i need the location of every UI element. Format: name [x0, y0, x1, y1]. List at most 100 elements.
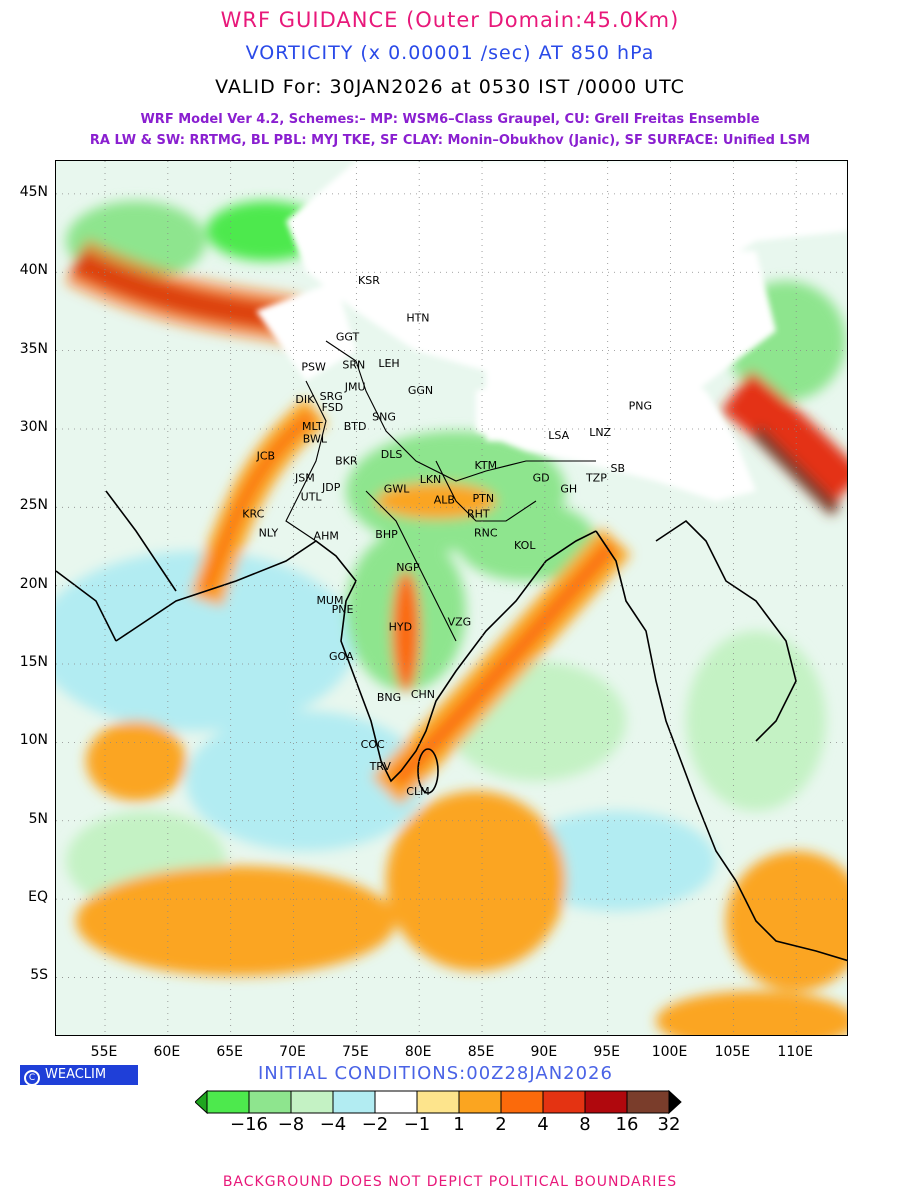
city-label: JDP	[321, 481, 341, 494]
colorbar-segment	[206, 1090, 250, 1114]
city-label: NLY	[259, 526, 279, 539]
colorbar-max-arrow	[668, 1090, 682, 1115]
colorbar-segment	[626, 1090, 670, 1114]
city-label: BTD	[344, 420, 367, 433]
latitude-label: 5S	[30, 967, 48, 984]
city-label: DIK	[295, 393, 315, 406]
graticule	[56, 161, 847, 1035]
colorbar-label: 32	[657, 1114, 681, 1135]
colorbar-label: −8	[277, 1114, 305, 1135]
badge-text: WEACLIM	[45, 1067, 107, 1082]
longitude-label: 70E	[279, 1044, 306, 1060]
colorbar-segment	[584, 1090, 628, 1114]
city-label: SNG	[372, 410, 396, 423]
latitude-label: 45N	[19, 183, 48, 200]
colorbar-label: 2	[495, 1114, 507, 1135]
colorbar-segment	[374, 1090, 418, 1114]
colorbar-label: −16	[230, 1114, 268, 1135]
city-label: UTL	[301, 490, 323, 503]
colorbar-segment	[248, 1090, 292, 1114]
colorbar-segment	[542, 1090, 586, 1114]
colorbar-label: 8	[579, 1114, 591, 1135]
city-label: BHP	[375, 528, 398, 541]
city-label: GH	[560, 483, 577, 496]
colorbar-label: −4	[319, 1114, 347, 1135]
city-label: RNC	[474, 526, 498, 539]
city-label: ALB	[434, 493, 455, 506]
city-label: RHT	[467, 508, 490, 521]
city-label: MLT	[302, 420, 323, 433]
city-label: LKN	[420, 473, 442, 486]
city-label: CHN	[411, 688, 435, 701]
city-label: HTN	[406, 312, 429, 325]
colorbar	[195, 1090, 682, 1115]
longitude-label: 110E	[777, 1044, 813, 1060]
longitude-label: 75E	[342, 1044, 369, 1060]
city-label: PNE	[332, 603, 354, 616]
city-label: JCB	[256, 450, 275, 463]
city-label: BNG	[377, 691, 401, 704]
longitude-label: 80E	[404, 1044, 432, 1060]
vorticity-map: KSR HTN GGT PSW SRN LEH JMU GGN DIK SRG FSD MLT BTD S…	[55, 160, 848, 1036]
colorbar-label: 4	[537, 1114, 549, 1135]
longitude-label: 65E	[216, 1044, 243, 1060]
city-label: GGT	[336, 331, 360, 344]
latitude-label: 20N	[19, 575, 48, 592]
city-label: SRN	[342, 359, 365, 372]
colorbar-segment	[500, 1090, 544, 1114]
latitude-label: 25N	[19, 497, 48, 514]
colorbar-segment	[290, 1090, 334, 1114]
longitude-label: 100E	[651, 1044, 688, 1060]
city-label: LNZ	[589, 426, 611, 439]
colorbar-label: 16	[615, 1114, 639, 1135]
colorbar-segment	[458, 1090, 502, 1114]
latitude-label: 10N	[19, 732, 48, 749]
city-label: CLM	[406, 785, 429, 798]
weaclim-badge: C WEACLIM	[20, 1065, 138, 1086]
latitude-label: 15N	[19, 654, 48, 671]
city-label: GD	[533, 472, 550, 485]
city-label: LSA	[548, 429, 569, 442]
city-label: HYD	[389, 620, 412, 633]
city-label: KTM	[475, 459, 498, 472]
city-label: SRG	[320, 390, 343, 403]
longitude-label: 85E	[467, 1044, 495, 1060]
city-label: PTN	[472, 492, 494, 505]
city-label: NGP	[396, 561, 420, 574]
longitude-label: 95E	[593, 1044, 621, 1060]
title-variable: VORTICITY (x 0.00001 /sec) AT 850 hPa	[245, 42, 655, 64]
city-label: TZP	[585, 472, 607, 485]
city-label: TRV	[369, 760, 392, 773]
city-label: JSM	[294, 472, 315, 485]
disclaimer-note: BACKGROUND DOES NOT DEPICT POLITICAL BOU…	[222, 1174, 678, 1190]
model-info-line-1: WRF Model Ver 4.2, Schemes:– MP: WSM6–Cl…	[140, 112, 760, 127]
longitude-label: 90E	[530, 1044, 558, 1060]
city-label: PNG	[629, 399, 652, 412]
longitude-label: 55E	[90, 1044, 118, 1060]
copyright-icon: C	[24, 1070, 40, 1086]
latitude-label: 30N	[19, 418, 48, 435]
political-boundaries	[285, 340, 596, 642]
city-label: BWL	[303, 432, 328, 445]
city-label: KRC	[242, 508, 264, 521]
title-valid-time: VALID For: 30JAN2026 at 0530 IST /0000 U…	[215, 76, 685, 98]
coastlines	[56, 490, 847, 962]
latitude-label: 35N	[19, 340, 48, 357]
colorbar-segment	[332, 1090, 376, 1114]
title-product: WRF GUIDANCE (Outer Domain:45.0Km)	[220, 8, 680, 32]
model-info-line-2: RA LW & SW: RRTMG, BL PBL: MYJ TKE, SF C…	[89, 133, 811, 148]
city-label: FSD	[322, 401, 344, 414]
colorbar-min-arrow	[195, 1090, 208, 1115]
colorbar-label: −1	[403, 1114, 431, 1135]
initial-conditions: INITIAL CONDITIONS:00Z28JAN2026	[258, 1063, 613, 1084]
city-label: MUM	[316, 594, 343, 607]
latitude-label: 40N	[19, 262, 48, 279]
city-label: SB	[610, 462, 625, 475]
longitude-label: 105E	[714, 1044, 751, 1060]
city-label: PSW	[301, 360, 326, 373]
city-label: VZG	[448, 616, 472, 629]
latitude-label: EQ	[28, 889, 48, 906]
city-label: GGN	[408, 384, 433, 397]
latitude-label: 5N	[28, 810, 48, 827]
